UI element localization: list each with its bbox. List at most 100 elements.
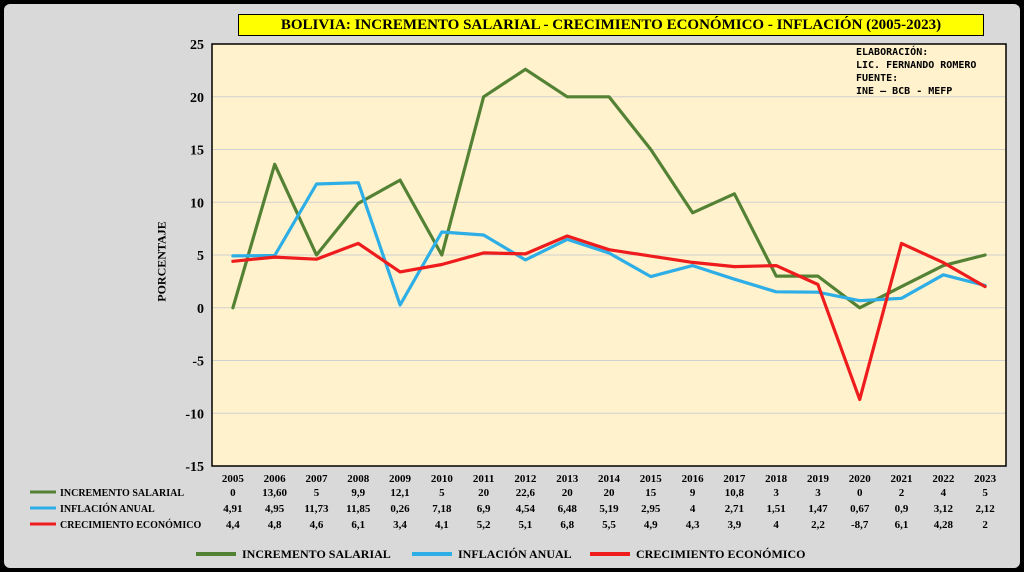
x-tick-label: 2018 <box>765 473 788 485</box>
legend-label: CRECIMIENTO ECONÓMICO <box>636 546 806 561</box>
table-value: 11,73 <box>304 503 329 515</box>
table-value: 10,8 <box>725 487 745 499</box>
table-value: 12,1 <box>390 487 409 499</box>
table-value: 4,1 <box>435 519 449 531</box>
table-value: 5,2 <box>477 519 491 531</box>
table-value: 2,71 <box>725 503 744 515</box>
series-line-3 <box>231 234 987 402</box>
table-value: 5,19 <box>599 503 619 515</box>
x-tick-label: 2006 <box>264 473 287 485</box>
table-value: 11,85 <box>346 503 371 515</box>
table-value: 6,8 <box>560 519 574 531</box>
table-value: 5 <box>982 487 988 499</box>
table-value: 4 <box>773 519 779 531</box>
x-tick-label: 2007 <box>305 473 328 485</box>
table-value: 9,9 <box>351 487 365 499</box>
x-tick-label: 2020 <box>849 473 872 485</box>
legend-swatch <box>590 552 630 556</box>
x-tick-label: 2005 <box>222 473 245 485</box>
table-value: 4,9 <box>644 519 658 531</box>
y-tick-label: 25 <box>190 38 204 53</box>
legend-item-salarial: INCREMENTO SALARIAL <box>196 545 391 563</box>
table-value: 2,2 <box>811 519 825 531</box>
table-value: 0,26 <box>390 503 410 515</box>
table-value: 3,4 <box>393 519 407 531</box>
table-value: 15 <box>645 487 657 499</box>
table-value: 20 <box>562 487 574 499</box>
table-series-name: INFLACIÓN ANUAL <box>60 503 155 515</box>
legend-item-inflacion: INFLACIÓN ANUAL <box>412 545 572 563</box>
table-value: 3 <box>815 487 821 499</box>
table-value: 20 <box>478 487 490 499</box>
table-value: 5 <box>314 487 320 499</box>
table-value: 3,12 <box>934 503 954 515</box>
x-tick-label: 2019 <box>807 473 830 485</box>
chart-title: BOLIVIA: INCREMENTO SALARIAL - CRECIMIEN… <box>238 14 984 36</box>
table-value: 4 <box>690 503 696 515</box>
legend-item-crecimiento: CRECIMIENTO ECONÓMICO <box>590 545 805 563</box>
x-tick-label: 2014 <box>598 473 621 485</box>
credit-line-4: INE – BCB - MEFP <box>856 86 953 97</box>
y-tick-label: 0 <box>197 302 204 317</box>
y-tick-label: -10 <box>185 407 204 422</box>
table-value: 4,95 <box>265 503 285 515</box>
legend-swatch <box>412 552 452 556</box>
table-series-name: CRECIMIENTO ECONÓMICO <box>60 519 201 531</box>
x-tick-label: 2023 <box>974 473 997 485</box>
x-tick-label: 2015 <box>640 473 663 485</box>
credit-line-1: ELABORACIÓN: <box>856 47 929 58</box>
table-value: 2 <box>982 519 988 531</box>
table-value: 0 <box>857 487 863 499</box>
table-value: 9 <box>690 487 696 499</box>
x-tick-label: 2022 <box>932 473 955 485</box>
table-value: 4,6 <box>310 519 324 531</box>
table-value: 4,91 <box>223 503 242 515</box>
table-value: 5,5 <box>602 519 616 531</box>
table-value: 3,9 <box>727 519 741 531</box>
legend-label: INCREMENTO SALARIAL <box>242 546 391 561</box>
y-tick-label: 15 <box>190 144 204 159</box>
table-value: 4 <box>941 487 947 499</box>
table-value: 5 <box>439 487 445 499</box>
table-value: 6,9 <box>477 503 491 515</box>
credit-line-2: LIC. FERNANDO ROMERO <box>856 60 977 71</box>
table-value: 5,1 <box>519 519 533 531</box>
series-line-1 <box>231 67 987 310</box>
y-tick-label: 20 <box>190 91 204 106</box>
table-series-name: INCREMENTO SALARIAL <box>60 488 184 499</box>
x-tick-label: 2021 <box>891 473 913 485</box>
y-tick-label: 10 <box>190 196 204 211</box>
x-tick-label: 2017 <box>723 473 746 485</box>
table-value: 2 <box>899 487 905 499</box>
credit-line-3: FUENTE: <box>856 73 899 84</box>
y-tick-label: -15 <box>185 460 204 475</box>
legend-swatch <box>196 552 236 556</box>
table-value: 2,12 <box>975 503 995 515</box>
table-value: 20 <box>604 487 616 499</box>
table-value: 4,8 <box>268 519 282 531</box>
table-value: 6,48 <box>558 503 578 515</box>
table-value: 2,95 <box>641 503 661 515</box>
table-value: 0,9 <box>895 503 909 515</box>
table-value: 4,54 <box>516 503 536 515</box>
table-value: 7,18 <box>432 503 452 515</box>
table-value: -8,7 <box>851 519 869 531</box>
x-tick-label: 2013 <box>556 473 579 485</box>
plot-border <box>211 43 1007 467</box>
table-value: 4,28 <box>934 519 954 531</box>
table-value: 22,6 <box>516 487 536 499</box>
chart-frame: BOLIVIA: INCREMENTO SALARIAL - CRECIMIEN… <box>4 4 1020 568</box>
table-value: 0 <box>230 487 236 499</box>
table-value: 13,60 <box>262 487 287 499</box>
table-value: 6,1 <box>351 519 365 531</box>
x-tick-label: 2010 <box>431 473 454 485</box>
x-tick-label: 2009 <box>389 473 412 485</box>
y-tick-label: 5 <box>197 249 204 264</box>
table-value: 4,3 <box>686 519 700 531</box>
y-tick-label: -5 <box>192 355 204 370</box>
y-axis-label: PORCENTAJE <box>154 221 169 302</box>
x-tick-label: 2008 <box>347 473 370 485</box>
table-value: 1,51 <box>767 503 786 515</box>
x-tick-label: 2016 <box>682 473 705 485</box>
